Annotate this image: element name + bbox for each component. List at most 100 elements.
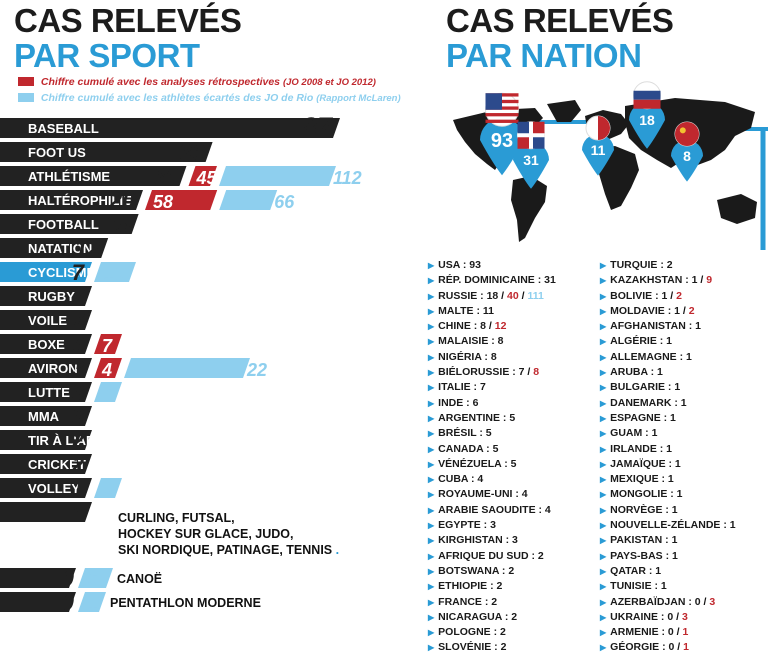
badge-pin bbox=[480, 118, 524, 176]
bar-label: LUTTE bbox=[28, 385, 70, 400]
bullet-arrow-icon: ▶ bbox=[600, 306, 607, 316]
bar-blue-ext bbox=[78, 568, 113, 588]
bullet-arrow-icon: ▶ bbox=[600, 597, 607, 607]
nation-item: ▶ NORVÈGE : 1 bbox=[600, 503, 736, 518]
badge-value: 31 bbox=[523, 152, 539, 168]
nation-item: ▶ MEXIQUE : 1 bbox=[600, 472, 736, 487]
bar-value: 7 bbox=[72, 308, 86, 333]
bar-value: 30 bbox=[153, 163, 179, 189]
bullet-arrow-icon: ▶ bbox=[428, 628, 435, 638]
nation-item: ▶ BOLIVIE : 1 / 2 bbox=[600, 289, 682, 302]
nation-item: ▶ ESPAGNE : 1 bbox=[600, 411, 736, 426]
nation-name: NICARAGUA : 2 bbox=[438, 610, 518, 623]
nation-item: ▶ TURQUIE : 2 bbox=[600, 258, 736, 273]
bar-label: CANOË bbox=[117, 571, 162, 586]
nation-name: NOUVELLE-ZÉLANDE : 1 bbox=[610, 519, 736, 532]
bar-cyclisme bbox=[0, 262, 92, 282]
legend-blue-text: Chiffre cumulé avec les athlètes écartés… bbox=[40, 92, 314, 104]
nation-name: KAZAKHSTAN : 1 bbox=[610, 274, 698, 287]
bar-label: FOOT US bbox=[28, 145, 86, 160]
nation-item: ▶ ITALIE : 7 bbox=[428, 380, 556, 395]
nation-name: AZERBAÏDJAN : 0 bbox=[610, 595, 701, 608]
nation-name: ARMENIE : 0 bbox=[610, 626, 674, 639]
sport-title: CAS RELEVÉS PAR SPORT bbox=[14, 4, 242, 74]
bar-football bbox=[0, 214, 139, 234]
nation-name: FRANCE : 2 bbox=[438, 595, 498, 608]
nation-item: ▶ RÉP. DOMINICAINE : 31 bbox=[428, 273, 556, 288]
badge-value: 93 bbox=[491, 130, 513, 152]
bar-voile bbox=[0, 310, 92, 330]
bar-athl-tisme bbox=[0, 166, 187, 186]
bar-label: VOLLEY bbox=[28, 481, 80, 496]
nation-name: IRLANDE : 1 bbox=[610, 442, 672, 455]
bar-value: 36 bbox=[179, 139, 205, 165]
nation-item: ▶ NICARAGUA : 2 bbox=[428, 610, 556, 625]
nation-item: ▶ DANEMARK : 1 bbox=[600, 396, 736, 411]
nation-item: ▶ IRLANDE : 1 bbox=[600, 442, 736, 457]
bullet-arrow-icon: ▶ bbox=[428, 551, 435, 561]
bar-label: HALTÉROPHILIE bbox=[28, 193, 132, 208]
nation-item: ▶ ARUBA : 1 bbox=[600, 365, 736, 380]
nation-item: ▶ KIRGHISTAN : 3 bbox=[428, 533, 556, 548]
bullet-arrow-icon: ▶ bbox=[600, 566, 607, 576]
nation-name: TUNISIE : 1 bbox=[610, 580, 667, 593]
bullet-arrow-icon: ▶ bbox=[428, 291, 435, 301]
bar-value: 12 bbox=[75, 235, 101, 261]
nation-item: ▶ ARMENIE : 0 / 1 bbox=[600, 626, 689, 639]
nation-name: EGYPTE : 3 bbox=[438, 519, 496, 532]
nation-item: ▶ NIGÉRIA : 8 bbox=[428, 350, 556, 365]
bullet-arrow-icon: ▶ bbox=[428, 536, 435, 546]
nation-name: POLOGNE : 2 bbox=[438, 626, 506, 639]
nation-name: CANADA : 5 bbox=[438, 442, 499, 455]
bullet-arrow-icon: ▶ bbox=[428, 413, 435, 423]
nation-name: ARABIE SAOUDITE : 4 bbox=[438, 503, 551, 516]
dom-flag-icon bbox=[517, 121, 545, 150]
nation-name: ALGÉRIE : 1 bbox=[610, 335, 672, 348]
nation-value-retro: 1 bbox=[682, 626, 689, 639]
sport-title-line2: PAR SPORT bbox=[14, 37, 200, 74]
bullet-arrow-icon: ▶ bbox=[428, 582, 435, 592]
nation-item: ▶ MALAISIE : 8 bbox=[428, 334, 556, 349]
others-sports-label: CURLING, FUTSAL, HOCKEY SUR GLACE, JUDO,… bbox=[118, 510, 339, 558]
bar-blue-ext bbox=[94, 262, 136, 282]
bar-value: 2 bbox=[71, 428, 85, 453]
nation-name: BOTSWANA : 2 bbox=[438, 564, 515, 577]
nation-item: ▶ UKRAINE : 0 / 3 bbox=[600, 610, 688, 623]
legend-red: Chiffre cumulé avec les analyses rétrosp… bbox=[18, 76, 376, 88]
continent-australia bbox=[717, 194, 757, 224]
bar-blue-value: 112 bbox=[333, 168, 362, 188]
bar-label: CRICKET bbox=[28, 457, 86, 472]
nation-value-retro: 2 bbox=[688, 304, 695, 317]
nation-item: ▶ GUAM : 1 bbox=[600, 426, 736, 441]
nation-name: MONGOLIE : 1 bbox=[610, 488, 683, 501]
bar-value: 0 bbox=[62, 590, 75, 615]
badge-mlt: 11 bbox=[582, 115, 614, 176]
badge-dom: 31 bbox=[513, 121, 549, 189]
nation-item: ▶ QATAR : 1 bbox=[600, 564, 736, 579]
bullet-arrow-icon: ▶ bbox=[600, 291, 607, 301]
bullet-arrow-icon: ▶ bbox=[600, 398, 607, 408]
nation-name: PAKISTAN : 1 bbox=[610, 534, 678, 547]
bar-label: VOILE bbox=[28, 313, 67, 328]
bar-cano- bbox=[0, 568, 76, 588]
bar-red-ext bbox=[145, 190, 218, 210]
continent-greenland bbox=[547, 100, 581, 122]
nation-item: ▶ AFGHANISTAN : 1 bbox=[600, 319, 736, 334]
rus-flag-icon bbox=[633, 81, 661, 110]
nation-value-retro: 3 bbox=[681, 610, 688, 623]
nation-title-line1: CAS RELEVÉS bbox=[446, 2, 674, 39]
bar-foot-us bbox=[0, 142, 213, 162]
bullet-arrow-icon: ▶ bbox=[600, 505, 607, 515]
bar-red-value: 7 bbox=[102, 336, 113, 356]
bullet-arrow-icon: ▶ bbox=[428, 383, 435, 393]
bar-baseball bbox=[0, 118, 340, 138]
bar-label: BASEBALL bbox=[28, 121, 99, 136]
nation-item: ▶ MOLDAVIE : 1 / 2 bbox=[600, 304, 695, 317]
badge-value: 18 bbox=[639, 112, 655, 128]
bar-label: MMA bbox=[28, 409, 60, 424]
bar-rugby bbox=[0, 286, 92, 306]
others-line: SKI NORDIQUE, PATINAGE, TENNIS . bbox=[118, 543, 340, 557]
nation-name: NORVÈGE : 1 bbox=[610, 503, 678, 516]
bullet-arrow-icon: ▶ bbox=[428, 444, 435, 454]
